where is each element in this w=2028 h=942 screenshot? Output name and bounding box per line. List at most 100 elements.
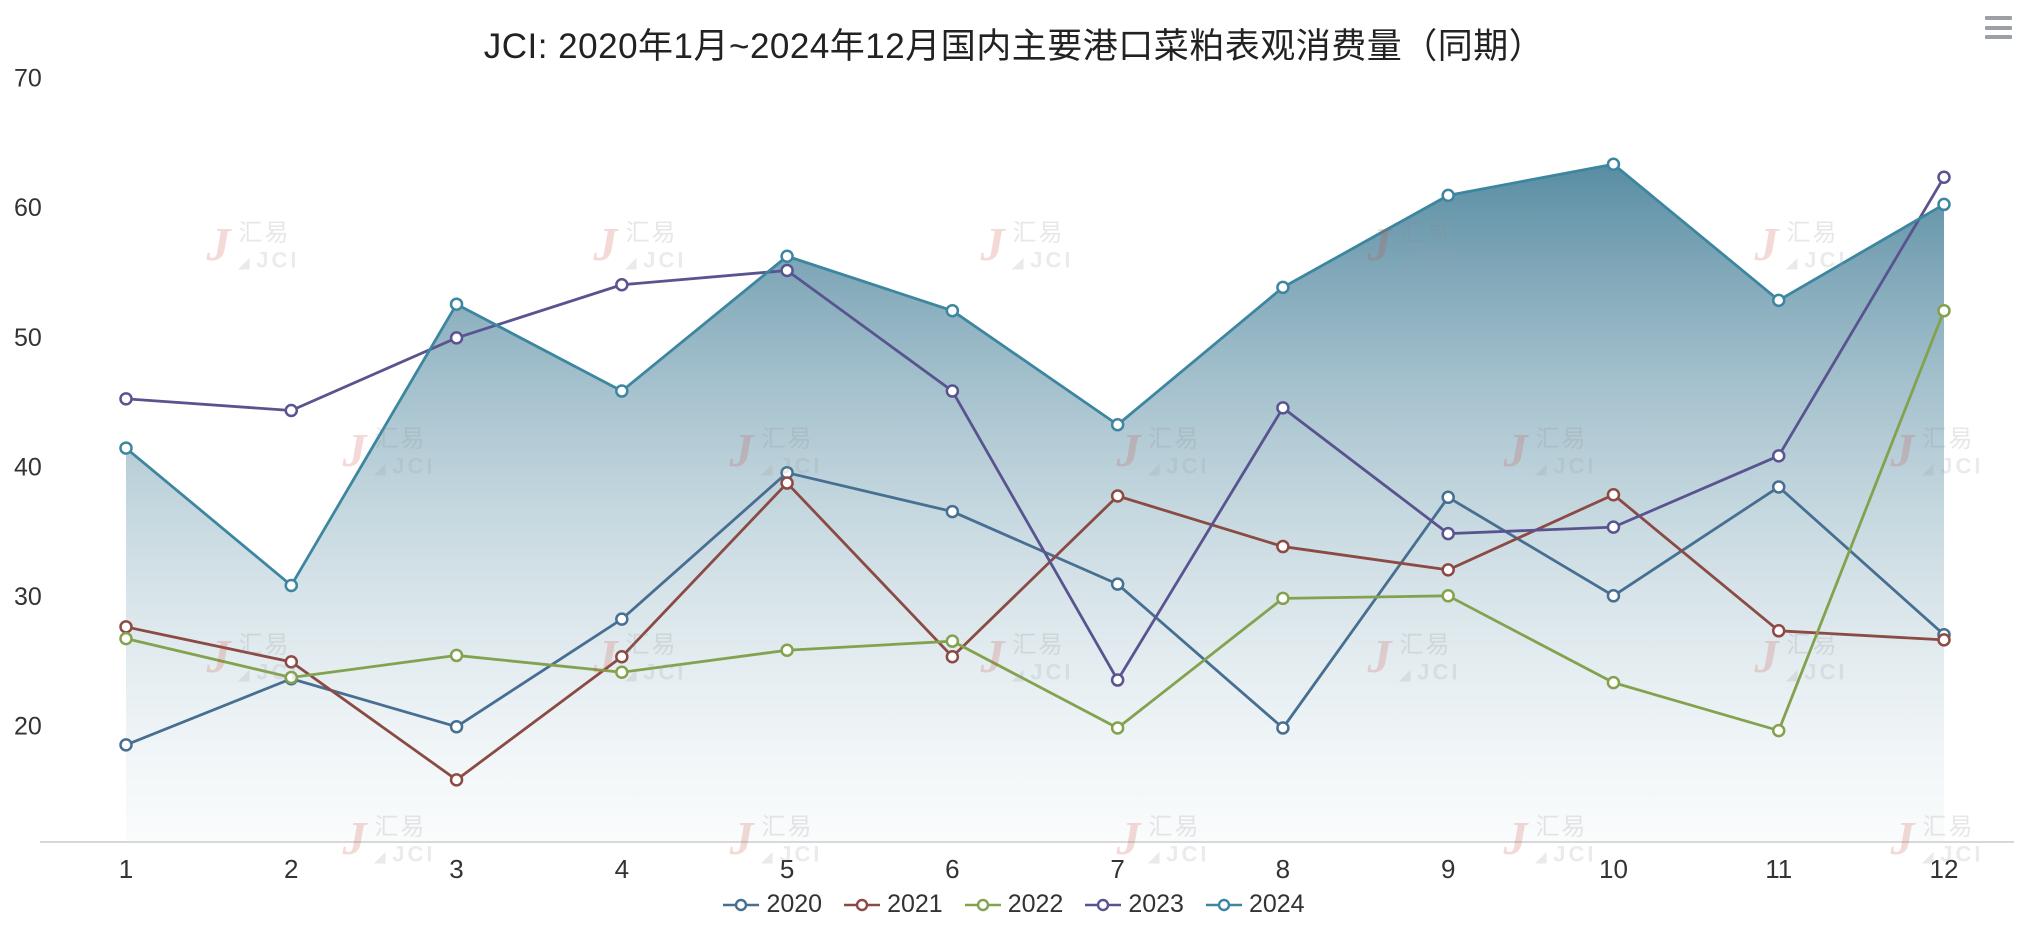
marker-2023-m6[interactable] — [945, 384, 960, 398]
marker-2023-m9[interactable] — [1441, 526, 1455, 541]
legend-label-2024: 2024 — [1248, 890, 1305, 918]
marker-2024-m3[interactable] — [449, 297, 464, 311]
x-tick-label: 5 — [780, 854, 794, 884]
marker-2021-m8[interactable] — [1276, 539, 1290, 554]
x-tick-label: 9 — [1441, 854, 1455, 884]
marker-2024-m10[interactable] — [1606, 157, 1621, 171]
marker-2022-m7[interactable] — [1110, 721, 1125, 735]
marker-2021-m1[interactable] — [119, 620, 133, 634]
marker-2022-m5[interactable] — [780, 643, 794, 657]
y-tick-label: 20 — [14, 713, 42, 741]
marker-2022-m1[interactable] — [119, 631, 133, 646]
series-line-2022[interactable] — [125, 310, 1946, 732]
y-tick-label: 60 — [14, 194, 42, 222]
series-line-2021[interactable] — [125, 481, 1945, 782]
legend-item-2024[interactable]: 2024 — [1205, 890, 1305, 919]
marker-2024-m6[interactable] — [945, 303, 960, 318]
marker-2024-m5[interactable] — [780, 249, 794, 264]
marker-2022-m12[interactable] — [1937, 303, 1951, 318]
marker-2023-m5[interactable] — [780, 263, 794, 278]
legend-item-2021[interactable]: 2021 — [844, 890, 943, 919]
legend-marker-2024 — [1205, 898, 1242, 911]
legend-item-2023[interactable]: 2023 — [1085, 890, 1184, 919]
legend-label-2021: 2021 — [887, 890, 943, 918]
legend-item-2022[interactable]: 2022 — [964, 890, 1064, 919]
marker-2021-m3[interactable] — [449, 773, 464, 787]
legend-label-2020: 2020 — [766, 890, 823, 918]
marker-2021-m6[interactable] — [945, 649, 960, 664]
legend-marker-2020 — [723, 898, 760, 911]
chart-menu-button[interactable] — [1985, 16, 2012, 39]
area-fill-2024 — [126, 164, 1944, 843]
marker-2023-m2[interactable] — [284, 403, 299, 418]
marker-2022-m11[interactable] — [1771, 723, 1786, 738]
x-tick-label: 11 — [1765, 854, 1792, 884]
marker-2023-m8[interactable] — [1276, 401, 1290, 415]
legend-marker-2023 — [1085, 898, 1122, 911]
x-tick-label: 2 — [284, 854, 298, 884]
marker-2020-m4[interactable] — [615, 612, 629, 626]
marker-2021-m4[interactable] — [615, 649, 629, 664]
legend-marker-2021 — [844, 898, 881, 911]
marker-2023-m11[interactable] — [1771, 449, 1786, 463]
hamburger-bar — [1985, 35, 2012, 39]
marker-2023-m4[interactable] — [615, 278, 629, 292]
marker-2020-m1[interactable] — [119, 738, 133, 752]
series-line-2020[interactable] — [125, 471, 1945, 747]
marker-2023-m10[interactable] — [1606, 520, 1621, 534]
marker-2020-m7[interactable] — [1110, 577, 1125, 591]
marker-2022-m2[interactable] — [284, 670, 299, 685]
series-line-2024[interactable] — [125, 162, 1945, 587]
marker-2020-m8[interactable] — [1276, 721, 1290, 735]
legend-label-2022: 2022 — [1007, 890, 1064, 918]
marker-2020-m9[interactable] — [1441, 490, 1455, 505]
chart-legend: 2020 2021 2022 2023 2024 — [0, 890, 2028, 919]
marker-2022-m6[interactable] — [945, 634, 960, 648]
marker-2022-m3[interactable] — [449, 648, 464, 663]
marker-2023-m12[interactable] — [1937, 170, 1951, 184]
marker-2023-m3[interactable] — [449, 331, 464, 345]
legend-marker-2022 — [964, 898, 1001, 911]
marker-2020-m10[interactable] — [1606, 589, 1621, 603]
x-tick-label: 10 — [1599, 854, 1628, 884]
marker-2024-m12[interactable] — [1937, 197, 1951, 212]
marker-2022-m8[interactable] — [1276, 591, 1290, 606]
marker-2021-m5[interactable] — [780, 476, 794, 490]
y-tick-label: 40 — [14, 453, 42, 481]
hamburger-bar — [1985, 25, 2012, 30]
legend-item-2020[interactable]: 2020 — [723, 890, 822, 919]
x-tick-label: 8 — [1276, 854, 1290, 884]
marker-2021-m2[interactable] — [284, 655, 299, 669]
marker-2024-m7[interactable] — [1110, 417, 1125, 432]
marker-2021-m11[interactable] — [1771, 624, 1786, 638]
marker-2022-m9[interactable] — [1441, 589, 1455, 603]
marker-2024-m11[interactable] — [1771, 293, 1786, 308]
marker-2022-m4[interactable] — [615, 665, 629, 680]
marker-2024-m2[interactable] — [284, 578, 299, 593]
marker-2022-m10[interactable] — [1606, 675, 1621, 690]
marker-2024-m9[interactable] — [1441, 188, 1455, 203]
x-tick-label: 4 — [615, 854, 629, 884]
marker-2021-m12[interactable] — [1937, 633, 1951, 647]
marker-2023-m1[interactable] — [119, 392, 133, 406]
marker-2024-m1[interactable] — [119, 441, 133, 455]
x-tick-label: 12 — [1930, 854, 1959, 884]
x-tick-label: 7 — [1110, 854, 1124, 884]
marker-2021-m10[interactable] — [1606, 487, 1621, 502]
chart-title: JCI: 2020年1月~2024年12月国内主要港口菜粕表观消费量（同期） — [483, 27, 1545, 66]
hamburger-bar — [1985, 16, 2012, 20]
x-tick-label: 3 — [449, 854, 463, 884]
marker-2020-m11[interactable] — [1771, 480, 1786, 494]
marker-2020-m6[interactable] — [945, 504, 960, 519]
y-tick-label: 50 — [14, 324, 42, 352]
y-tick-label: 30 — [14, 583, 42, 611]
marker-2024-m4[interactable] — [615, 384, 629, 398]
marker-2023-m7[interactable] — [1110, 673, 1125, 687]
marker-2021-m9[interactable] — [1441, 563, 1455, 577]
marker-2021-m7[interactable] — [1110, 489, 1125, 503]
marker-2020-m3[interactable] — [449, 719, 464, 734]
legend-label-2023: 2023 — [1128, 890, 1184, 918]
marker-2024-m8[interactable] — [1276, 280, 1290, 295]
